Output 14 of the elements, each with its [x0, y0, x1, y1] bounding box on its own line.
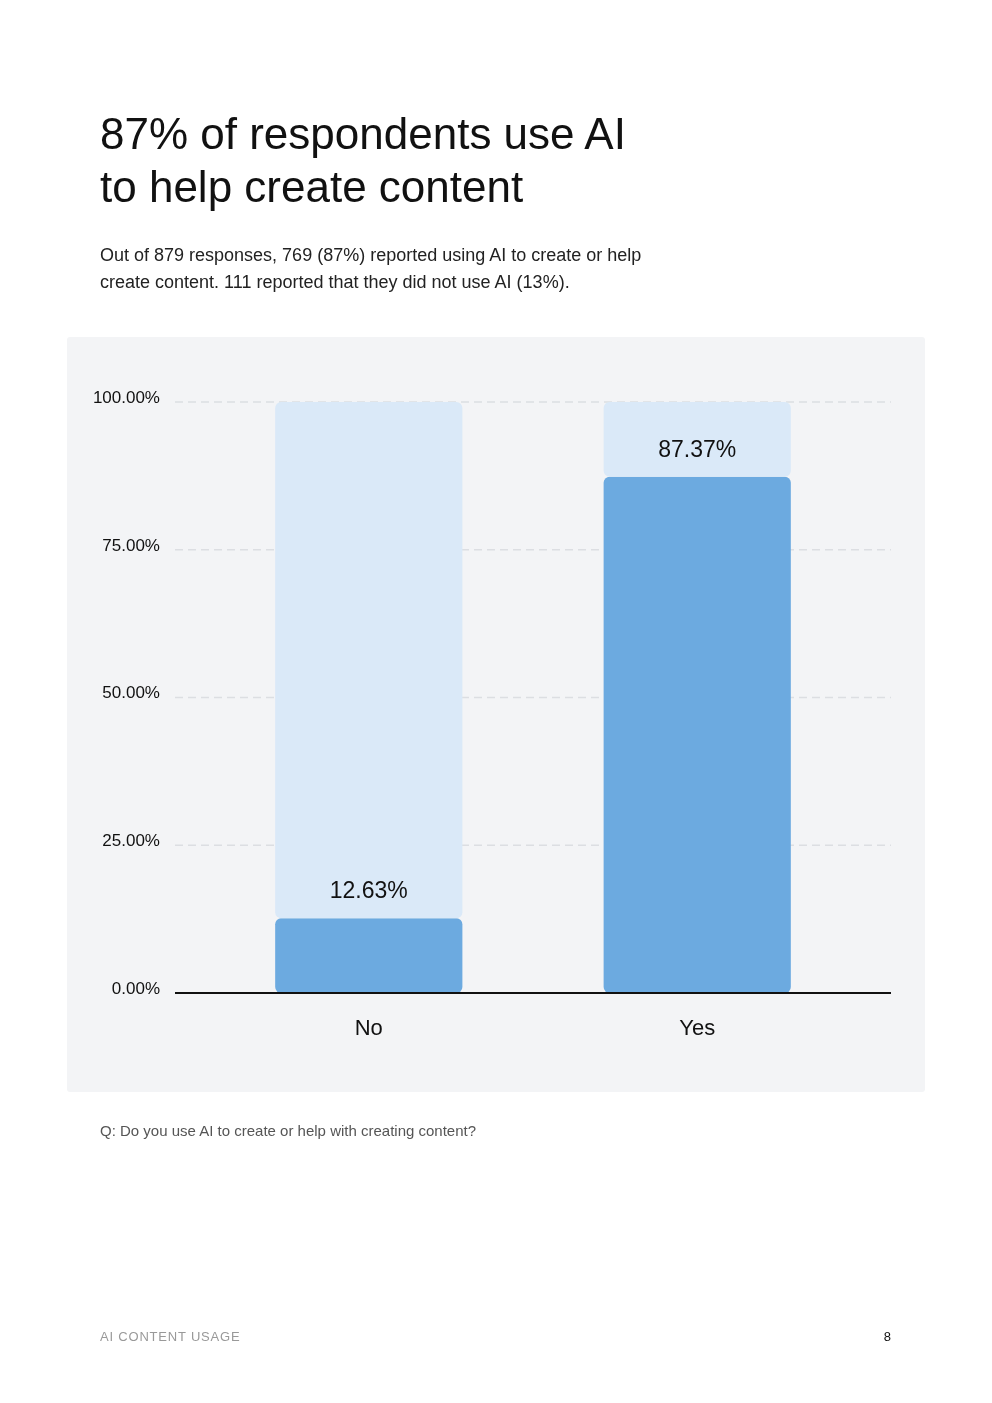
y-tick-label: 75.00%: [102, 535, 160, 555]
chart-subtitle: Out of 879 responses, 769 (87%) reported using AI to create or help create content. 111 reported that they did not use AI (13%).: [100, 245, 642, 292]
data-label: 87.37%: [658, 435, 737, 462]
x-tick-label: No: [354, 1015, 383, 1040]
y-tick-label: 25.00%: [102, 831, 160, 851]
text: Q: Do you use AI to create or help with creating content?: [100, 1122, 477, 1139]
y-tick-label: 0.00%: [111, 978, 160, 998]
y-tick-label: 100.00%: [92, 387, 160, 407]
text: AI CONTENT USAGE: [100, 1329, 241, 1344]
y-tick-label: 50.00%: [102, 683, 160, 703]
x-tick-label: Yes: [679, 1015, 716, 1040]
text: 8: [883, 1329, 891, 1344]
data-label: 12.63%: [329, 877, 408, 904]
chart-title: 87% of respondents use AI to help create content: [100, 109, 626, 211]
